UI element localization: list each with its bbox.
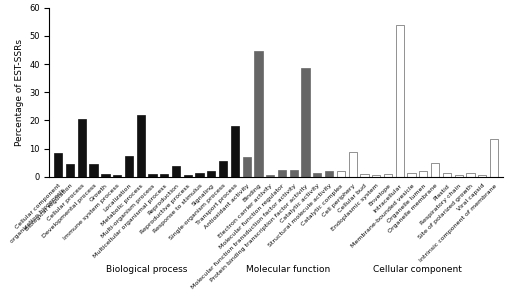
Y-axis label: Percentage of EST-SSRs: Percentage of EST-SSRs <box>15 39 23 146</box>
Bar <box>160 174 168 177</box>
Bar <box>372 175 380 177</box>
Bar <box>278 170 286 177</box>
Bar <box>242 157 251 177</box>
Bar <box>125 156 133 177</box>
Bar <box>219 161 227 177</box>
Text: Molecular function: Molecular function <box>246 265 330 274</box>
Bar <box>266 175 274 177</box>
Bar <box>478 175 486 177</box>
Bar <box>255 51 263 177</box>
Bar <box>207 171 215 177</box>
Bar <box>384 174 392 177</box>
Bar <box>302 68 310 177</box>
Bar <box>395 25 404 177</box>
Bar <box>113 175 121 177</box>
Bar <box>149 174 157 177</box>
Bar <box>443 173 451 177</box>
Bar <box>466 173 475 177</box>
Bar <box>313 173 321 177</box>
Bar <box>408 173 416 177</box>
Bar <box>455 175 463 177</box>
Bar <box>419 171 427 177</box>
Bar <box>172 166 180 177</box>
Bar <box>349 152 357 177</box>
Text: Cellular component: Cellular component <box>373 265 462 274</box>
Bar <box>360 174 369 177</box>
Bar <box>101 174 110 177</box>
Bar <box>337 171 345 177</box>
Bar <box>490 139 498 177</box>
Bar <box>78 119 86 177</box>
Bar <box>196 173 204 177</box>
Bar <box>90 164 98 177</box>
Bar <box>231 126 239 177</box>
Bar <box>54 153 62 177</box>
Bar <box>431 163 439 177</box>
Bar <box>325 171 333 177</box>
Bar <box>66 164 74 177</box>
Bar <box>184 175 192 177</box>
Bar <box>136 115 145 177</box>
Bar <box>289 170 298 177</box>
Text: Biological process: Biological process <box>106 265 187 274</box>
